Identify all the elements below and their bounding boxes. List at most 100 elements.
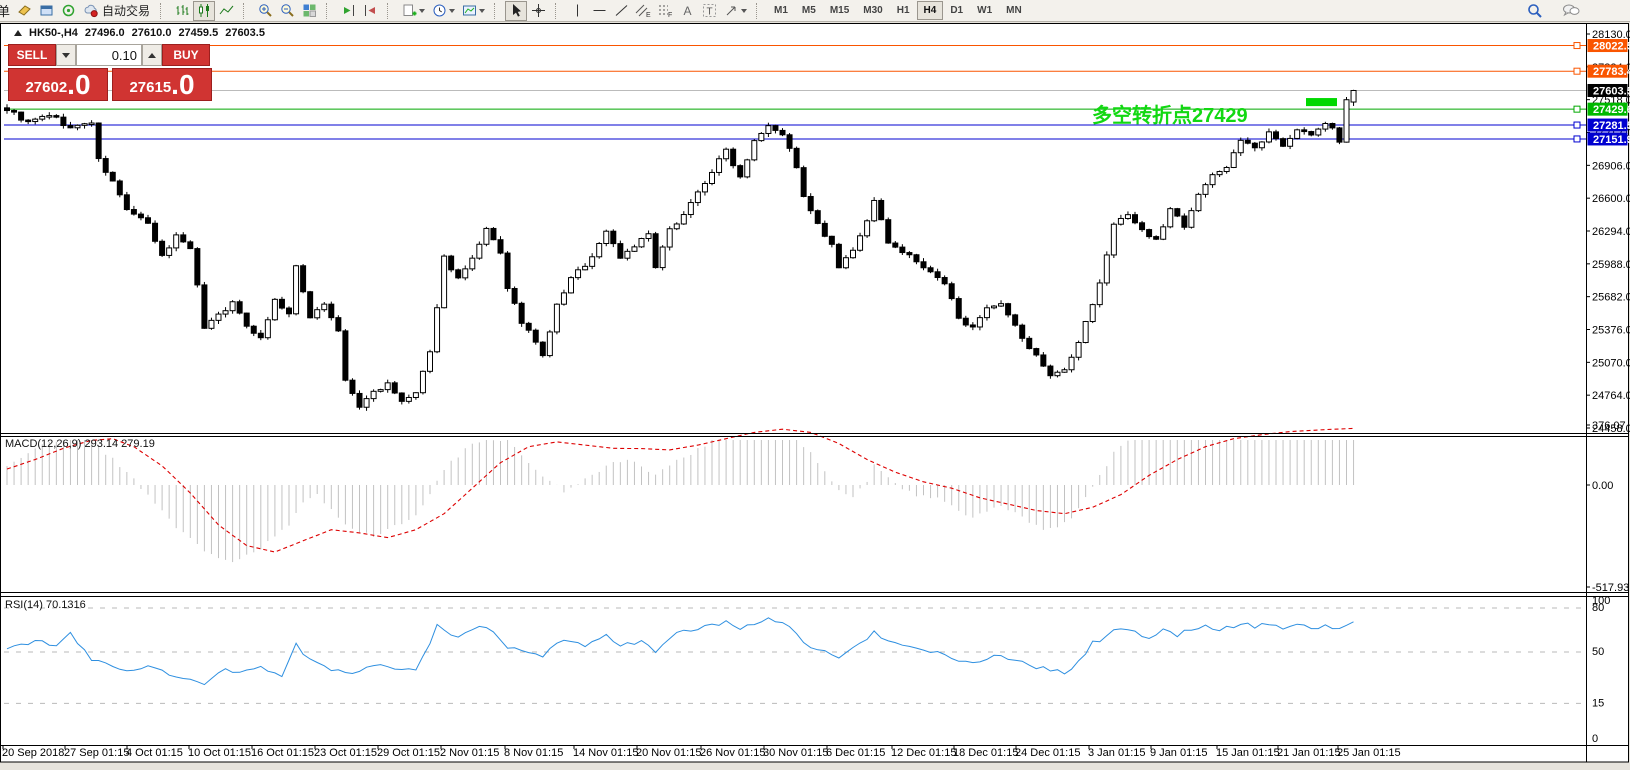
autotrading-button[interactable]: 自动交易 xyxy=(79,1,154,21)
candle xyxy=(850,247,856,259)
candle xyxy=(194,247,201,288)
close-value: 27603.5 xyxy=(225,27,265,39)
timeframe-D1[interactable]: D1 xyxy=(950,5,964,16)
candle xyxy=(1146,228,1153,239)
volume-decrease-button[interactable] xyxy=(56,44,76,66)
candle xyxy=(800,165,807,198)
timeframe-M1[interactable]: M1 xyxy=(774,5,788,16)
timeframe-H1[interactable]: H1 xyxy=(896,5,910,16)
candle xyxy=(1258,141,1265,151)
timeframe-MN[interactable]: MN xyxy=(1006,5,1022,16)
line-handle[interactable] xyxy=(1573,135,1581,143)
text-label-tool-icon[interactable]: T xyxy=(698,1,720,21)
zoom-in-icon[interactable] xyxy=(254,1,276,21)
fibonacci-tool-icon[interactable]: F xyxy=(654,1,676,21)
candle xyxy=(1096,279,1103,308)
candle xyxy=(109,171,116,182)
candle xyxy=(67,121,74,129)
volume-increase-button[interactable] xyxy=(142,44,162,66)
candle xyxy=(455,268,462,280)
candle xyxy=(427,349,433,374)
candle xyxy=(1167,206,1174,229)
line-handle[interactable] xyxy=(1573,121,1581,129)
new-order-icon[interactable] xyxy=(13,1,35,21)
text-tool-icon[interactable]: A xyxy=(676,1,698,21)
candle xyxy=(1139,220,1146,232)
chart-annotation-text[interactable]: 多空转折点27429 xyxy=(1092,105,1248,127)
trend-highlight-segment[interactable] xyxy=(1306,98,1337,107)
candle xyxy=(885,217,892,244)
candle xyxy=(504,251,511,292)
volume-input[interactable]: 0.10 xyxy=(76,44,142,66)
candle xyxy=(786,133,793,152)
signals-icon[interactable] xyxy=(57,1,79,21)
search-icon[interactable] xyxy=(1524,1,1546,21)
candle xyxy=(899,244,906,256)
candle xyxy=(920,258,927,271)
auto-scroll-icon[interactable] xyxy=(337,1,359,21)
vertical-line-tool-icon[interactable] xyxy=(566,1,588,21)
horizontal-line-tool-icon[interactable] xyxy=(588,1,610,21)
order-button[interactable]: 单 xyxy=(0,4,11,19)
crosshair-tool-icon[interactable] xyxy=(527,1,549,21)
candle xyxy=(25,119,32,125)
line-handle[interactable] xyxy=(1573,42,1581,50)
candle xyxy=(483,226,490,247)
candle xyxy=(1153,235,1160,241)
time-axis-label: 14 Nov 01:15 xyxy=(573,747,638,759)
price-axis-tick: 25988.0 xyxy=(1592,259,1630,271)
market-watch-icon[interactable] xyxy=(35,1,57,21)
templates-icon[interactable] xyxy=(458,1,488,21)
price-axis-tick: 25070.0 xyxy=(1592,357,1630,369)
period-clock-icon[interactable] xyxy=(428,1,458,21)
candle xyxy=(391,380,398,395)
cursor-tool-icon[interactable] xyxy=(505,0,528,21)
channel-tool-icon[interactable]: E xyxy=(632,1,654,21)
indicators-icon[interactable] xyxy=(398,1,428,21)
buy-button[interactable]: BUY xyxy=(162,44,210,66)
time-axis-label: 15 Jan 01:15 xyxy=(1216,747,1280,759)
rsi-label: RSI(14) 70.1316 xyxy=(5,599,86,611)
candle xyxy=(60,113,67,129)
line-handle[interactable] xyxy=(1573,67,1581,75)
chart-shift-icon[interactable] xyxy=(359,1,381,21)
one-click-trading-panel: SELL 0.10 BUY 27602 .0 27615 .0 xyxy=(8,44,216,101)
candle xyxy=(229,300,236,314)
one-click-panel-toggle-icon[interactable] xyxy=(14,30,22,36)
candle xyxy=(377,388,384,393)
svg-text:T: T xyxy=(706,7,712,18)
time-axis-label: 27 Sep 01:15 xyxy=(64,747,129,759)
candle xyxy=(568,276,574,294)
tile-windows-icon[interactable] xyxy=(298,1,320,21)
candle xyxy=(1336,126,1343,145)
chat-icon[interactable] xyxy=(1560,1,1582,21)
bar-chart-icon[interactable] xyxy=(171,1,193,21)
line-handle[interactable] xyxy=(1573,105,1581,113)
candle xyxy=(1216,170,1223,178)
sell-price-button[interactable]: 27602 .0 xyxy=(8,68,108,101)
trendline-tool-icon[interactable] xyxy=(610,1,632,21)
candle xyxy=(53,114,60,119)
candle xyxy=(1209,172,1216,188)
time-axis-label: 3 Jan 01:15 xyxy=(1088,747,1146,759)
zoom-out-icon[interactable] xyxy=(276,1,298,21)
candle xyxy=(864,219,871,238)
time-axis-label: 9 Jan 01:15 xyxy=(1150,747,1208,759)
timeframe-M15[interactable]: M15 xyxy=(829,5,850,16)
line-chart-icon[interactable] xyxy=(215,1,237,21)
time-axis-label: 20 Nov 01:15 xyxy=(636,747,701,759)
candlestick-chart-icon[interactable] xyxy=(193,0,216,21)
timeframe-H4[interactable]: H4 xyxy=(916,1,944,20)
time-axis-label: 6 Dec 01:15 xyxy=(826,747,885,759)
candle xyxy=(1033,347,1040,357)
candle xyxy=(412,392,419,400)
buy-price-button[interactable]: 27615 .0 xyxy=(112,68,212,101)
candle xyxy=(603,229,610,247)
timeframe-M30[interactable]: M30 xyxy=(863,5,883,16)
candle xyxy=(638,237,645,248)
timeframe-M5[interactable]: M5 xyxy=(801,5,816,16)
sell-button[interactable]: SELL xyxy=(8,44,56,66)
candle xyxy=(680,211,687,225)
arrows-tool-icon[interactable] xyxy=(720,1,750,21)
timeframe-W1[interactable]: W1 xyxy=(977,5,993,16)
